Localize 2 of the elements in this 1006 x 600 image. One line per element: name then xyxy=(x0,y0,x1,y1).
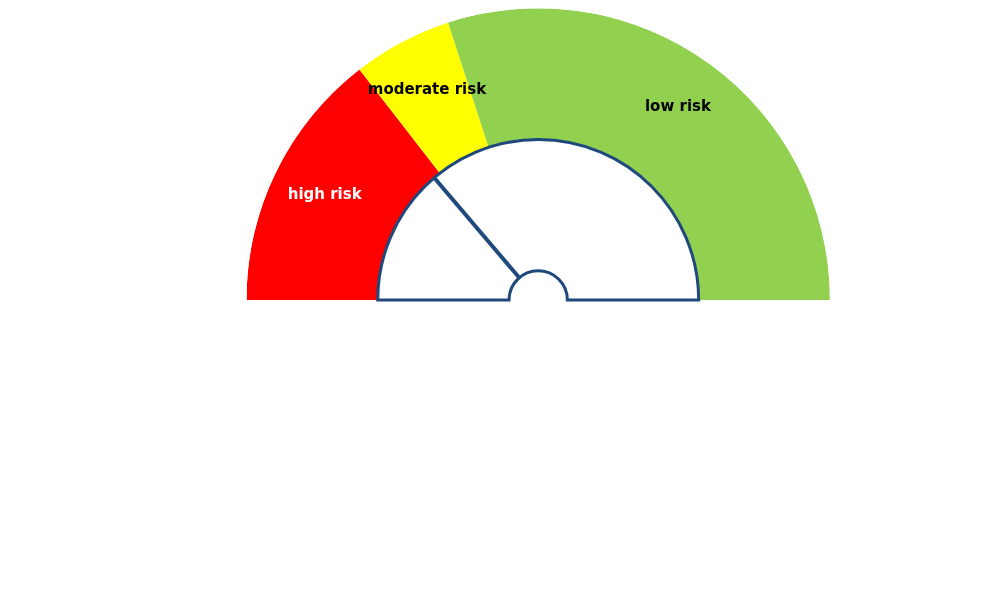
slice-label: high risk xyxy=(287,185,363,204)
slice-label: low risk xyxy=(644,97,712,116)
